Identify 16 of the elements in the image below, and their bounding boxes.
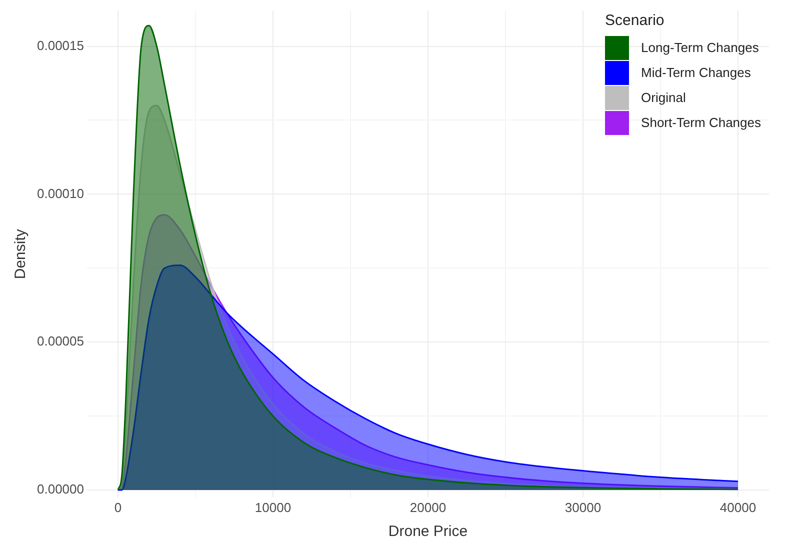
y-tick-label: 0.00015	[36, 38, 84, 53]
y-axis-title: Density	[12, 228, 30, 280]
x-axis-title: Drone Price	[388, 523, 468, 540]
x-tick-label: 40000	[720, 500, 756, 515]
x-tick-label: 10000	[254, 500, 292, 515]
y-tick-label: 0.00010	[36, 186, 84, 201]
x-tick-label: 20000	[410, 500, 446, 515]
x-tick-label: 30000	[564, 500, 602, 515]
x-tick-label: 0	[114, 500, 122, 515]
legend-label: Original	[641, 90, 686, 105]
legend-label: Short-Term Changes	[641, 115, 761, 130]
legend-label: Long-Term Changes	[641, 40, 759, 55]
legend-title: Scenario	[605, 12, 666, 29]
legend-label: Mid-Term Changes	[641, 65, 751, 80]
y-tick-label: 0.00005	[36, 334, 84, 349]
y-tick-label: 0.00000	[36, 482, 84, 497]
